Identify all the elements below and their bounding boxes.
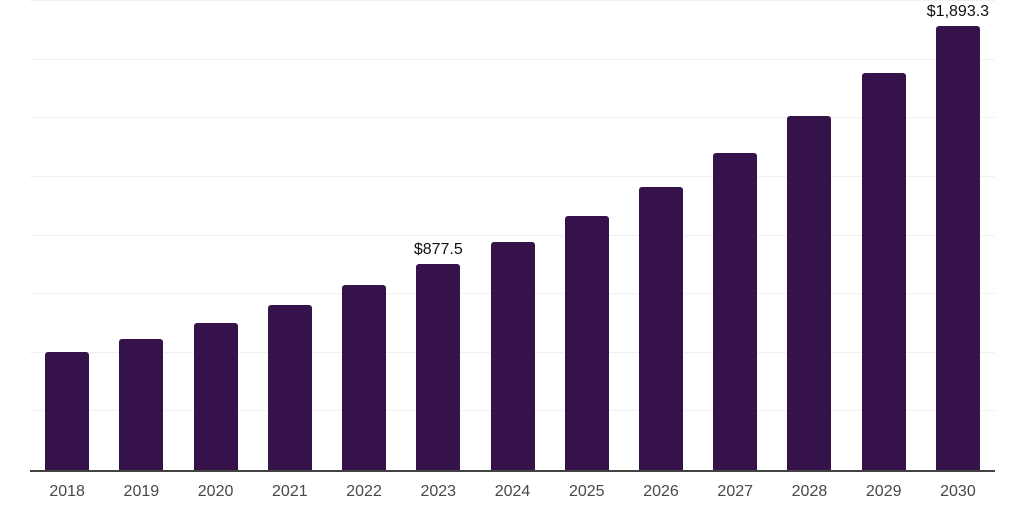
plot-area: $877.5 $1,893.3 [30,0,995,472]
bar-slot-2023: $877.5 [401,1,475,470]
bar-value-label-2023: $877.5 [413,241,463,259]
bar-2029 [861,73,906,470]
bar-slot-2020 [178,1,252,470]
bar-slot-2021 [253,1,327,470]
x-tick-label-2022: 2022 [346,483,382,500]
bar-2019 [119,338,164,470]
bar-slot-2022 [327,1,401,470]
bar-2027 [713,153,758,470]
bar-2018 [45,351,90,470]
x-tick-label-2025: 2025 [568,483,605,500]
bar-2026 [638,186,683,470]
bar-2023 [416,264,461,470]
x-tick-label-2028: 2028 [791,483,828,500]
x-tick-label-2026: 2026 [643,483,679,500]
x-tick-label-2030: 2030 [940,483,976,500]
x-axis: 2018 2019 2020 2021 2022 2023 2024 2025 2026 2027… [30,483,995,501]
x-tick-label-2023: 2023 [420,483,457,500]
bar-2025 [564,215,609,470]
x-tick-label-2024: 2024 [494,483,531,500]
bar-slot-2019 [104,1,178,470]
bar-slot-2018 [30,1,104,470]
bar-slot-2028 [772,1,846,470]
bar-slot-2027 [698,1,772,470]
bar-2028 [787,115,832,470]
bar-slot-2025 [550,1,624,470]
bar-2030 [935,26,980,470]
x-tick-label-2029: 2029 [865,483,902,500]
bar-slot-2024 [475,1,549,470]
gridline-2000 [30,0,995,1]
x-tick-label-2019: 2019 [123,483,160,500]
x-tick-label-2018: 2018 [49,483,85,500]
bar-slot-2030: $1,893.3 [921,1,995,470]
bar-slot-2026 [624,1,698,470]
x-tick-label-2020: 2020 [197,483,234,500]
bar-slot-2029 [847,1,921,470]
bar-2021 [267,304,312,470]
bar-2022 [342,284,387,470]
bar-value-label-2030: $1,893.3 [926,3,990,21]
gridline-1750 [30,58,995,60]
gridline-1250 [30,175,995,177]
x-tick-label-2021: 2021 [272,483,308,500]
bar-2024 [490,241,535,470]
bar-2020 [193,322,238,470]
gridline-1000 [30,234,995,236]
gridline-1500 [30,117,995,119]
x-tick-label-2027: 2027 [717,483,754,500]
